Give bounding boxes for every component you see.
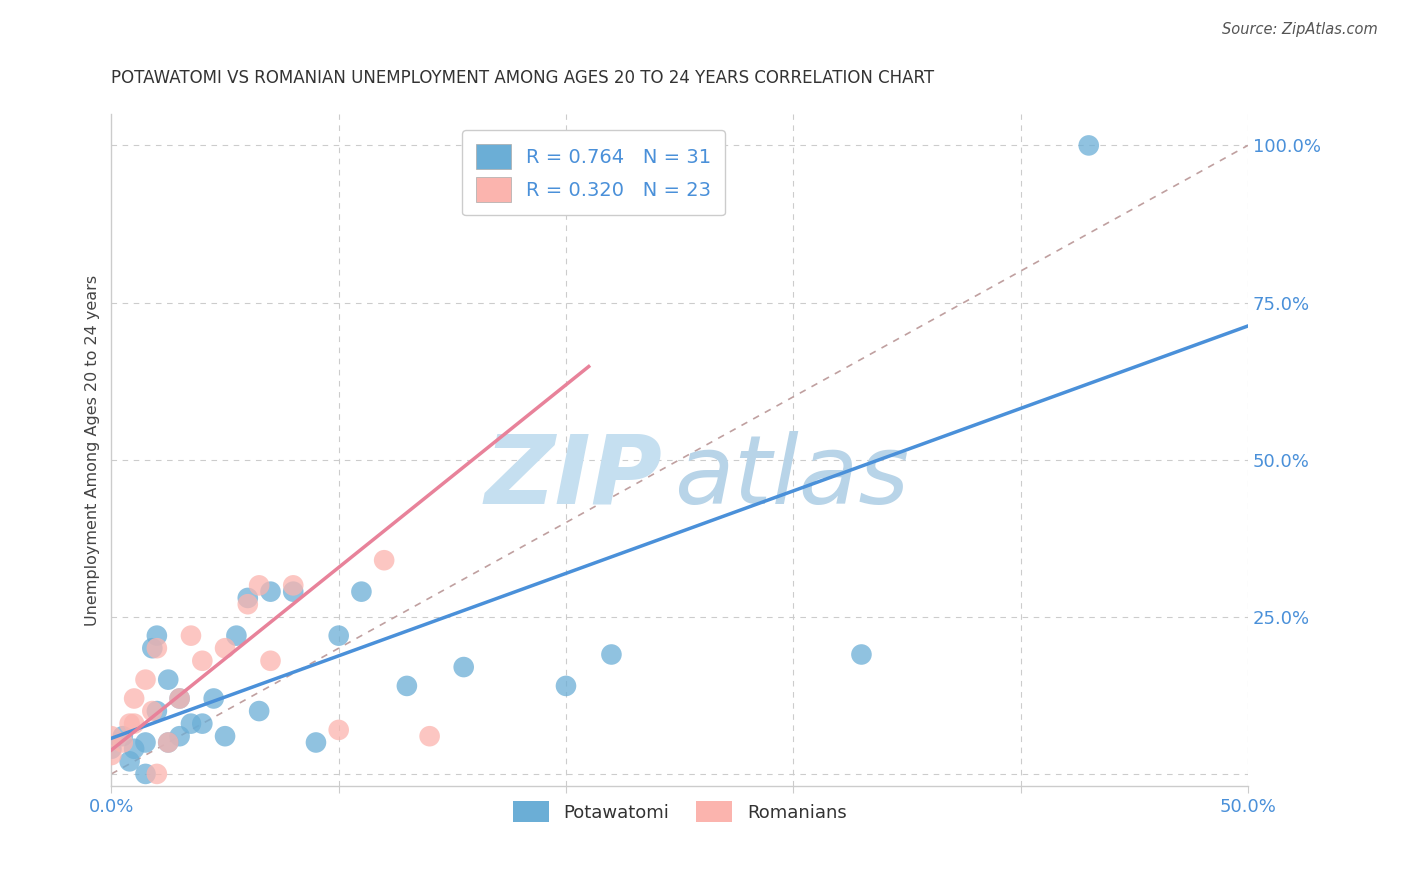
- Point: [236, 591, 259, 605]
- Point: [259, 654, 281, 668]
- Point: [328, 723, 350, 737]
- Point: [180, 629, 202, 643]
- Point: [169, 691, 191, 706]
- Point: [118, 755, 141, 769]
- Point: [100, 729, 122, 743]
- Point: [191, 654, 214, 668]
- Point: [100, 747, 122, 762]
- Point: [283, 584, 305, 599]
- Text: POTAWATOMI VS ROMANIAN UNEMPLOYMENT AMONG AGES 20 TO 24 YEARS CORRELATION CHART: POTAWATOMI VS ROMANIAN UNEMPLOYMENT AMON…: [111, 69, 935, 87]
- Point: [134, 673, 156, 687]
- Point: [600, 648, 623, 662]
- Legend: Potawatomi, Romanians: Potawatomi, Romanians: [503, 792, 856, 831]
- Point: [169, 691, 191, 706]
- Point: [225, 629, 247, 643]
- Point: [305, 735, 328, 749]
- Point: [157, 673, 180, 687]
- Point: [146, 641, 169, 656]
- Y-axis label: Unemployment Among Ages 20 to 24 years: Unemployment Among Ages 20 to 24 years: [86, 275, 100, 626]
- Point: [419, 729, 441, 743]
- Point: [100, 741, 122, 756]
- Point: [453, 660, 475, 674]
- Point: [180, 716, 202, 731]
- Point: [118, 716, 141, 731]
- Text: atlas: atlas: [673, 431, 908, 524]
- Point: [236, 597, 259, 611]
- Point: [111, 735, 134, 749]
- Point: [146, 629, 169, 643]
- Text: Source: ZipAtlas.com: Source: ZipAtlas.com: [1222, 22, 1378, 37]
- Point: [122, 716, 145, 731]
- Point: [169, 729, 191, 743]
- Point: [122, 691, 145, 706]
- Point: [283, 578, 305, 592]
- Point: [157, 735, 180, 749]
- Point: [146, 704, 169, 718]
- Point: [851, 648, 873, 662]
- Point: [134, 735, 156, 749]
- Point: [157, 735, 180, 749]
- Point: [141, 641, 163, 656]
- Point: [214, 641, 236, 656]
- Point: [328, 629, 350, 643]
- Point: [259, 584, 281, 599]
- Point: [247, 578, 270, 592]
- Point: [350, 584, 373, 599]
- Point: [214, 729, 236, 743]
- Point: [373, 553, 395, 567]
- Point: [555, 679, 578, 693]
- Point: [134, 767, 156, 781]
- Point: [202, 691, 225, 706]
- Point: [395, 679, 418, 693]
- Point: [1077, 138, 1099, 153]
- Point: [146, 767, 169, 781]
- Point: [247, 704, 270, 718]
- Point: [111, 729, 134, 743]
- Point: [191, 716, 214, 731]
- Point: [141, 704, 163, 718]
- Text: ZIP: ZIP: [485, 431, 662, 524]
- Point: [578, 138, 600, 153]
- Point: [122, 741, 145, 756]
